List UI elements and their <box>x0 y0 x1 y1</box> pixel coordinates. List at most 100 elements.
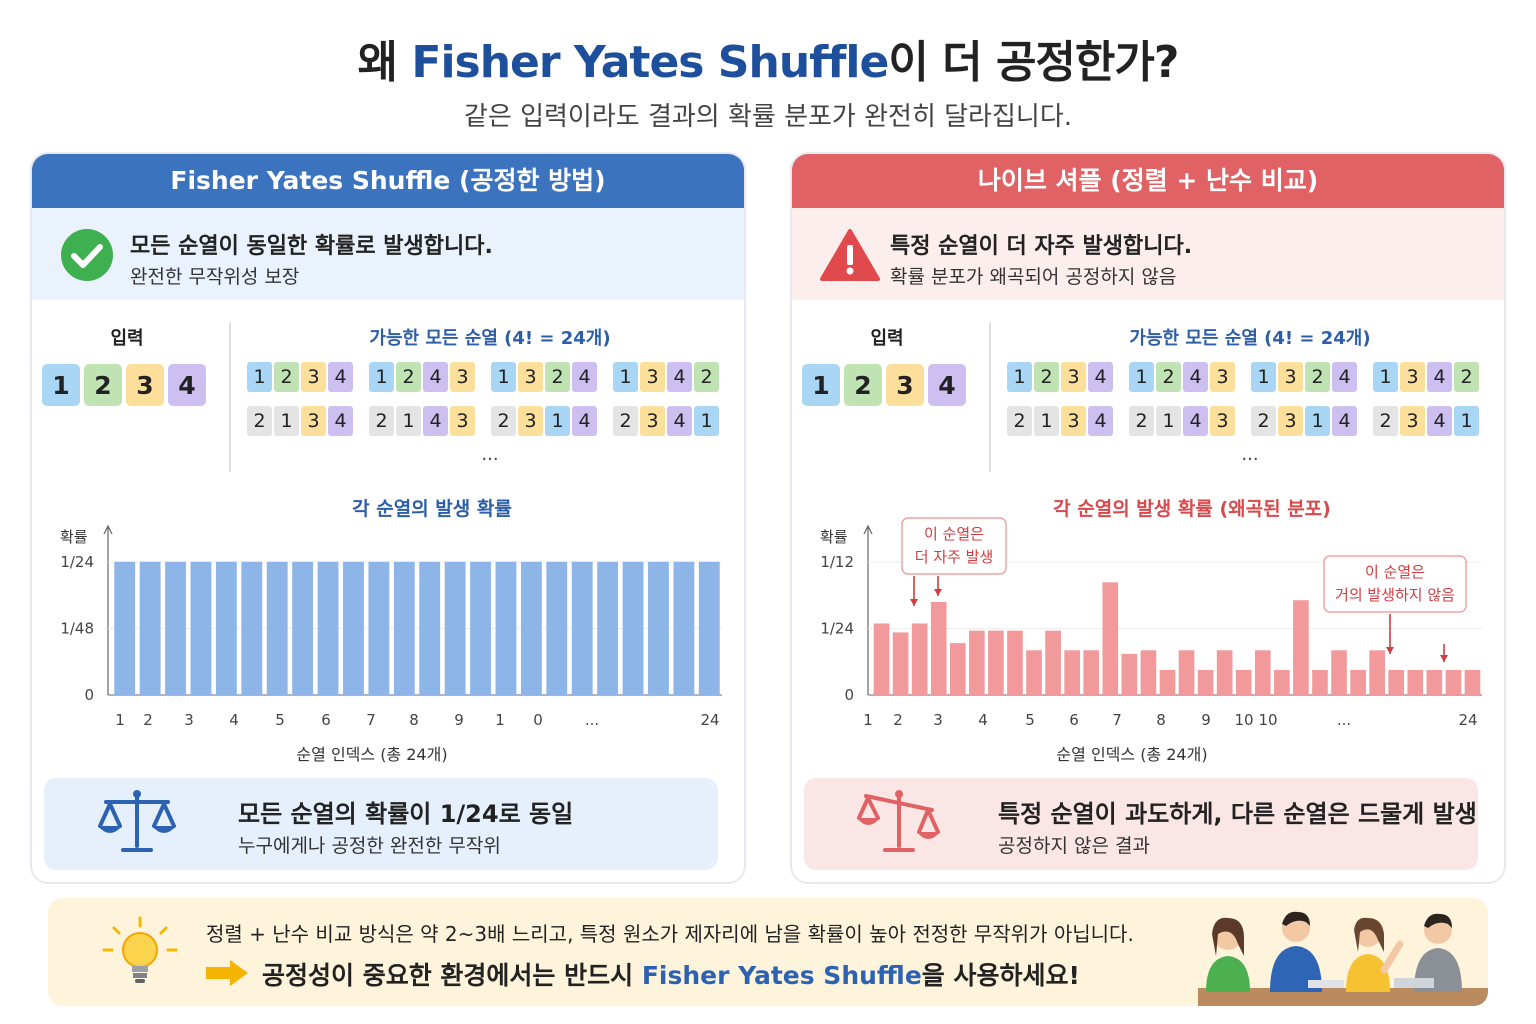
permutation-digit: 4 <box>1332 406 1357 436</box>
bar <box>1159 669 1176 695</box>
y-tick-label: 1/48 <box>60 620 94 638</box>
verdict-fair: 모든 순열이 동일한 확률로 발생합니다. 완전한 무작위성 보장 <box>32 208 744 300</box>
permutation-digit: 1 <box>545 406 570 436</box>
x-tick-label: 1 <box>115 711 125 729</box>
bar <box>873 623 890 695</box>
callout-arrowhead <box>910 599 918 606</box>
bar <box>495 561 517 695</box>
callout-box <box>901 517 1007 575</box>
verdict-sub: 완전한 무작위성 보장 <box>130 266 300 288</box>
x-tick-label: 1 <box>495 711 505 729</box>
permutation-digit: 2 <box>1129 406 1154 436</box>
callout-arrowhead <box>1386 647 1394 654</box>
bar <box>1407 669 1424 695</box>
bar <box>1235 669 1252 695</box>
perms-more: ... <box>1241 444 1259 465</box>
x-tick-label: 4 <box>978 711 988 729</box>
footer-recommendation-suffix: 을 사용하세요! <box>921 961 1080 990</box>
bar <box>114 561 136 695</box>
bar <box>1369 650 1385 695</box>
title-suffix: 이 더 공정한가? <box>888 37 1179 88</box>
bar <box>1045 630 1061 695</box>
bar <box>1197 669 1214 695</box>
permutation-digit: 3 <box>640 362 665 392</box>
x-tick-label: 0 <box>533 711 543 729</box>
bar <box>1388 669 1405 695</box>
bar <box>368 561 390 695</box>
permutation-digit: 1 <box>1007 362 1032 392</box>
warning-icon <box>820 229 880 281</box>
divider <box>989 322 991 472</box>
x-tick-label: 24 <box>700 711 719 729</box>
summary-sub: 공정하지 않은 결과 <box>998 835 1150 857</box>
bar <box>520 561 542 695</box>
permutation-digit: 2 <box>1156 362 1181 392</box>
person-1 <box>1206 917 1250 992</box>
x-tick-label: 4 <box>229 711 239 729</box>
permutation-digit: 4 <box>1088 362 1113 392</box>
bar <box>1464 669 1481 695</box>
y-tick-label: 0 <box>84 686 94 704</box>
x-tick-label: 2 <box>893 711 903 729</box>
input-tile: 4 <box>928 364 966 406</box>
verdict-title: 특정 순열이 더 자주 발생합니다. <box>890 234 1193 259</box>
tilted-balance-scale-icon <box>857 790 940 852</box>
callout-line: 거의 발생하지 않음 <box>1335 586 1455 604</box>
permutation-digit: 2 <box>613 406 638 436</box>
y-tick-label: 1/12 <box>820 553 854 571</box>
permutation-digit: 3 <box>1278 362 1303 392</box>
panel-header-fair: Fisher Yates Shuffle (공정한 방법) <box>32 154 744 208</box>
verdict-sub: 확률 분포가 왜곡되어 공정하지 않음 <box>890 266 1177 288</box>
x-tick-label: ... <box>585 711 599 729</box>
permutation-digit: 4 <box>328 362 353 392</box>
bar <box>930 601 947 695</box>
permutation-digit: 1 <box>369 362 394 392</box>
permutation-digit: 2 <box>274 362 299 392</box>
permutation-digit: 3 <box>1061 362 1086 392</box>
input-label: 입력 <box>870 328 904 349</box>
y-tick-label: 1/24 <box>60 553 94 571</box>
bar <box>215 561 237 695</box>
x-tick-label: 1 <box>863 711 873 729</box>
bar <box>1007 630 1023 695</box>
permutation-digit: 2 <box>396 362 421 392</box>
permutation-digit: 3 <box>1278 406 1303 436</box>
x-axis-label: 순열 인덱스 (총 24개) <box>1056 745 1207 764</box>
verdict-title: 모든 순열이 동일한 확률로 발생합니다. <box>130 234 493 259</box>
bar <box>571 561 593 695</box>
footer-note: 정렬 + 난수 비교 방식은 약 2~3배 느리고, 특정 원소가 제자리에 남… <box>206 922 1134 946</box>
summary-title: 모든 순열의 확률이 1/24로 동일 <box>238 800 574 828</box>
naive-probability-chart: 확률 0 1/24 1/12 1 2 3 4 5 6 7 8 9 10 10... 24 순열 인덱스 (총 2… <box>820 517 1482 764</box>
permutation-digit: 3 <box>640 406 665 436</box>
bar <box>1216 650 1233 695</box>
bar <box>673 561 695 695</box>
person-3 <box>1346 917 1404 992</box>
y-tick-label: 1/24 <box>820 620 854 638</box>
bar <box>444 561 466 695</box>
callout-line: 이 순열은 <box>1365 563 1425 581</box>
bar <box>1140 650 1157 695</box>
bar <box>419 561 441 695</box>
input-tile: 3 <box>126 364 164 406</box>
x-tick-label: 10 <box>1258 711 1277 729</box>
fisher-yates-panel: Fisher Yates Shuffle (공정한 방법) 모든 순열이 동일한… <box>30 152 746 884</box>
permutation-digit: 3 <box>301 362 326 392</box>
permutation-digit: 3 <box>1061 406 1086 436</box>
input-tile: 1 <box>42 364 80 406</box>
bar <box>1331 650 1347 695</box>
check-circle-icon <box>61 229 113 281</box>
permutation-digit: 4 <box>423 362 448 392</box>
permutation-digit: 3 <box>518 362 543 392</box>
input-tile: 2 <box>84 364 122 406</box>
x-tick-label: ... <box>1337 711 1351 729</box>
chart-title: 각 순열의 발생 확률 (왜곡된 분포) <box>1053 498 1331 520</box>
